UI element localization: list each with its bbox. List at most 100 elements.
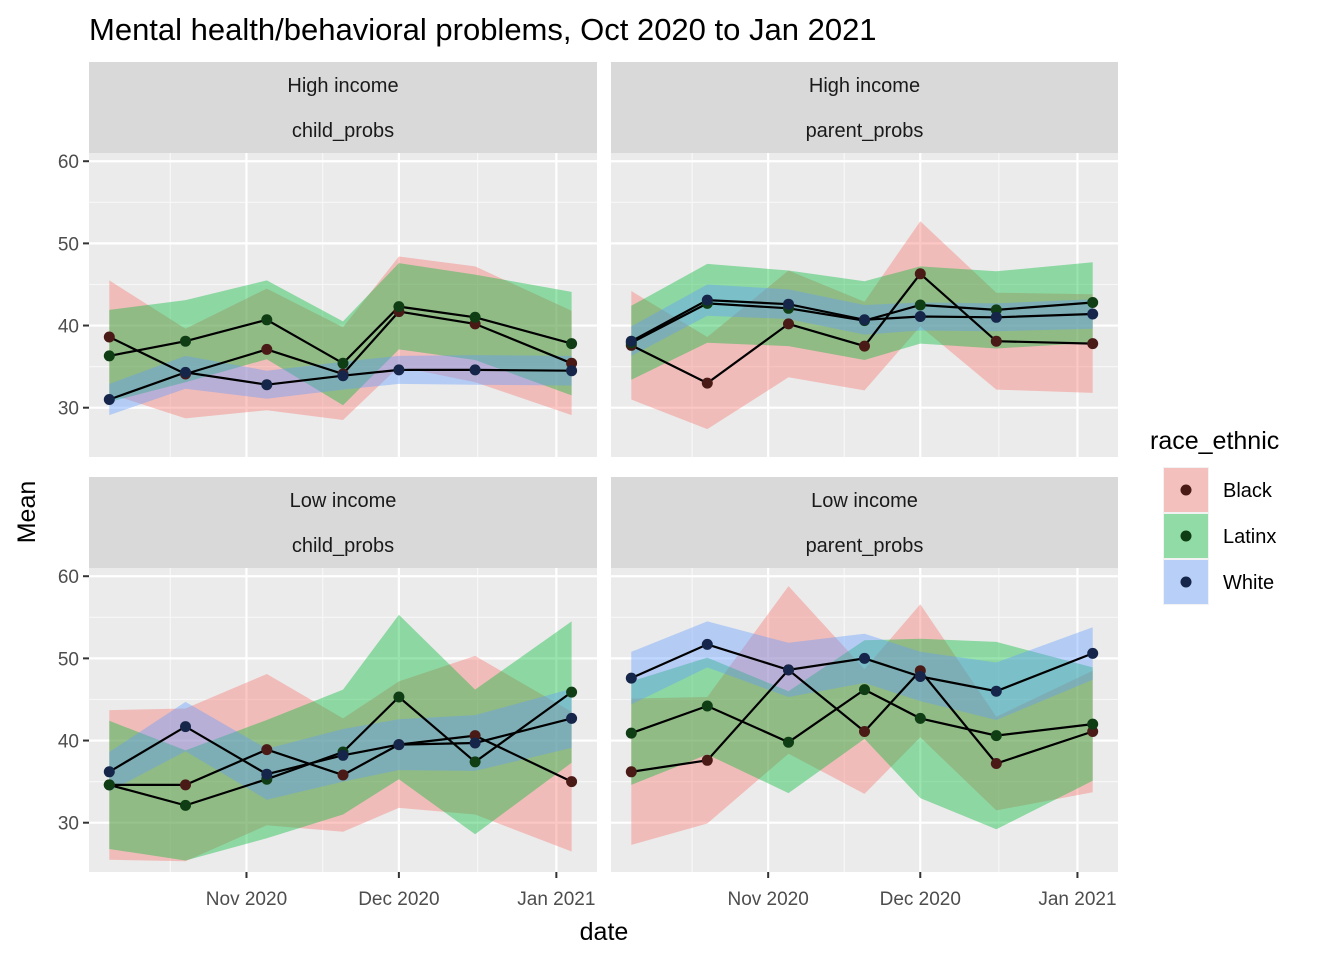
y-tick-label: 40 xyxy=(58,317,79,338)
data-point-black xyxy=(859,340,870,352)
data-point-white xyxy=(103,766,115,778)
data-point-latinx xyxy=(393,691,405,703)
data-point-white xyxy=(1087,647,1099,659)
ribbon-white xyxy=(109,688,572,800)
x-tick-label: Dec 2020 xyxy=(358,889,439,910)
facet-strip xyxy=(89,477,597,568)
legend-label: White xyxy=(1223,572,1274,594)
data-point-black xyxy=(103,331,115,343)
data-point-black xyxy=(990,335,1002,347)
data-point-latinx xyxy=(566,686,578,698)
y-tick-label: 30 xyxy=(58,814,79,835)
data-point-latinx xyxy=(914,712,926,724)
data-point-white xyxy=(914,671,926,682)
panel-background xyxy=(611,153,1118,457)
data-point-white xyxy=(393,739,405,751)
data-point-white xyxy=(337,370,349,382)
panel-background xyxy=(611,568,1118,872)
legend: race_ethnic Black Latinx White xyxy=(1150,427,1279,605)
data-point-black xyxy=(701,377,713,389)
data-point-white xyxy=(566,712,578,724)
data-point-latinx xyxy=(1087,297,1099,308)
y-axis-title: Mean xyxy=(13,481,41,544)
data-point-white xyxy=(859,314,870,326)
chart-title: Mental health/behavioral problems, Oct 2… xyxy=(89,12,877,47)
data-point-white xyxy=(261,379,273,391)
data-point-white xyxy=(990,685,1002,697)
panel: Low income parent_probs Nov 2020 Dec 2020 Ja… xyxy=(611,477,1118,910)
ribbon-latinx xyxy=(109,614,572,861)
data-point-black xyxy=(914,268,926,280)
data-point-white xyxy=(337,749,349,761)
facet-strip-label: High income xyxy=(809,75,920,97)
data-point-latinx xyxy=(625,727,637,739)
data-point-black xyxy=(261,744,273,756)
ribbon-white xyxy=(631,621,1093,720)
facet-strip-label: child_probs xyxy=(292,120,394,142)
data-point-latinx xyxy=(469,311,481,323)
y-tick-label: 30 xyxy=(58,399,79,420)
data-point-white xyxy=(701,294,713,306)
data-point-black xyxy=(625,766,637,778)
data-point-black xyxy=(1087,338,1099,350)
facet-strip-label: High income xyxy=(287,75,398,97)
data-point-latinx xyxy=(990,730,1002,742)
data-point-white xyxy=(566,365,578,377)
data-point-latinx xyxy=(180,799,191,811)
data-point-latinx xyxy=(859,684,870,696)
data-point-latinx xyxy=(103,350,115,362)
facet-strip-label: Low income xyxy=(811,490,918,512)
data-point-black xyxy=(783,318,794,330)
data-point-white xyxy=(261,768,273,780)
data-point-black xyxy=(261,343,273,355)
panel-background xyxy=(89,153,597,457)
panel: High income child_probs 30 40 50 60 xyxy=(58,62,597,457)
legend-point-black xyxy=(1180,484,1192,496)
data-point-latinx xyxy=(1087,718,1099,730)
data-point-white xyxy=(783,664,794,676)
data-point-black xyxy=(180,779,191,791)
facet-strip xyxy=(611,62,1118,153)
data-point-black xyxy=(990,758,1002,769)
facet-strip-label: parent_probs xyxy=(806,535,924,557)
data-point-white xyxy=(180,366,191,378)
y-tick-label: 50 xyxy=(58,649,79,670)
facet-strip xyxy=(611,477,1118,568)
data-point-latinx xyxy=(261,314,273,326)
panel: High income parent_probs xyxy=(611,62,1118,457)
data-point-white xyxy=(393,364,405,376)
x-tick-label: Nov 2020 xyxy=(727,889,808,910)
x-tick-label: Nov 2020 xyxy=(206,889,287,910)
x-tick-label: Jan 2021 xyxy=(1038,889,1116,910)
x-axis-title: date xyxy=(580,918,629,946)
data-point-white xyxy=(1087,308,1099,320)
data-point-black xyxy=(701,754,713,766)
data-point-white xyxy=(859,652,870,664)
data-point-latinx xyxy=(337,357,349,369)
x-tick-label: Dec 2020 xyxy=(880,889,961,910)
data-point-white xyxy=(783,298,794,310)
data-point-latinx xyxy=(783,736,794,748)
data-point-white xyxy=(103,394,115,405)
data-point-white xyxy=(469,364,481,376)
data-point-white xyxy=(914,311,926,322)
x-tick-label: Jan 2021 xyxy=(517,889,595,910)
data-point-white xyxy=(701,638,713,650)
y-tick-label: 50 xyxy=(58,234,79,255)
data-point-black xyxy=(337,769,349,781)
data-point-white xyxy=(625,672,637,684)
legend-point-latinx xyxy=(1180,530,1192,542)
y-tick-label: 40 xyxy=(58,732,79,753)
legend-title: race_ethnic xyxy=(1150,427,1279,455)
data-point-white xyxy=(469,737,481,749)
data-point-latinx xyxy=(914,299,926,311)
y-tick-label: 60 xyxy=(58,152,79,173)
panel-background xyxy=(89,568,597,872)
facet-strip xyxy=(89,62,597,153)
data-point-latinx xyxy=(103,779,115,791)
data-point-white xyxy=(990,311,1002,323)
data-point-black xyxy=(566,776,578,788)
data-point-latinx xyxy=(180,335,191,347)
